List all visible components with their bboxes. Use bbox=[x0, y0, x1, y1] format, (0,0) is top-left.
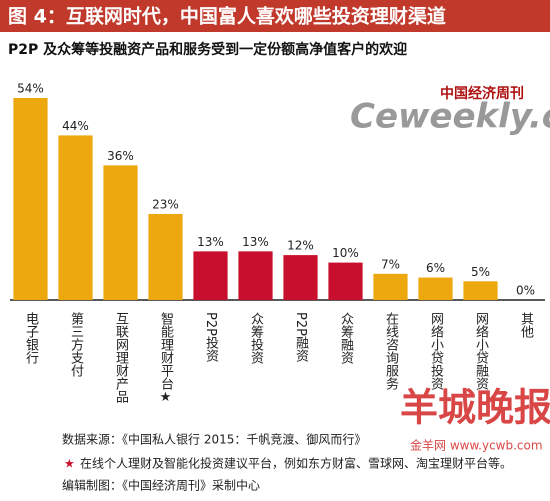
value-label: 10% bbox=[332, 246, 359, 260]
bar bbox=[328, 262, 363, 300]
bar bbox=[418, 277, 453, 300]
x-tick-label: 电子银行 bbox=[23, 312, 39, 365]
x-tick-label: 网络小贷融资 bbox=[473, 312, 489, 390]
title-bar bbox=[0, 0, 550, 32]
chart-title: 图 4：互联网时代，中国富人喜欢哪些投资理财渠道 bbox=[8, 5, 446, 28]
watermark: 中国经济周刊 bbox=[440, 85, 524, 102]
bar bbox=[238, 251, 273, 300]
value-label: 54% bbox=[17, 82, 44, 96]
bar bbox=[283, 255, 318, 300]
watermark: 羊城晚报 bbox=[400, 386, 550, 430]
source: 数据来源：《中国私人银行 2015：千帆竞渡、御风而行》 bbox=[62, 432, 366, 447]
bar bbox=[463, 281, 498, 300]
x-tick-label: 众筹投资 bbox=[248, 312, 264, 364]
value-label: 7% bbox=[381, 257, 400, 271]
watermark: Ceweekly.cn bbox=[350, 97, 550, 137]
footnote: 在线个人理财及智能化投资建议平台，例如东方财富、雪球网、淘宝理财平台等。 bbox=[80, 456, 512, 471]
bar bbox=[193, 251, 228, 300]
x-tick-label: 智能理财平台★ bbox=[158, 312, 174, 405]
bar bbox=[103, 165, 138, 300]
x-tick-label: 第三方支付 bbox=[68, 312, 84, 377]
value-label: 13% bbox=[242, 235, 269, 249]
bar bbox=[58, 135, 93, 300]
bar bbox=[13, 98, 48, 300]
x-tick-label: P2P融资 bbox=[293, 312, 309, 362]
value-label: 6% bbox=[426, 261, 445, 275]
bar bbox=[373, 273, 408, 300]
x-tick-label: 其他 bbox=[518, 312, 534, 339]
bar bbox=[148, 213, 183, 300]
value-label: 36% bbox=[107, 149, 134, 163]
x-tick-label: 众筹融资 bbox=[338, 312, 354, 364]
value-label: 12% bbox=[287, 239, 314, 253]
watermark: 金羊网 www.ycwb.com bbox=[410, 438, 543, 453]
value-label: 23% bbox=[152, 197, 179, 211]
value-label: 5% bbox=[471, 265, 490, 279]
x-tick-label: 互联网理财产品 bbox=[113, 312, 129, 403]
x-tick-label: 网络小贷投资 bbox=[428, 312, 444, 390]
footnote-marker: ★ bbox=[64, 457, 75, 471]
value-label: 44% bbox=[62, 119, 89, 133]
value-label: 13% bbox=[197, 235, 224, 249]
x-tick-label: 在线咨询服务 bbox=[383, 312, 399, 390]
x-tick-label: P2P投资 bbox=[203, 312, 219, 362]
value-label: 0% bbox=[516, 284, 535, 298]
credit: 编辑制图：《中国经济周刊》采制中心 bbox=[62, 478, 260, 493]
chart-subtitle: P2P 及众筹等投融资产品和服务受到一定份额高净值客户的欢迎 bbox=[8, 41, 407, 58]
